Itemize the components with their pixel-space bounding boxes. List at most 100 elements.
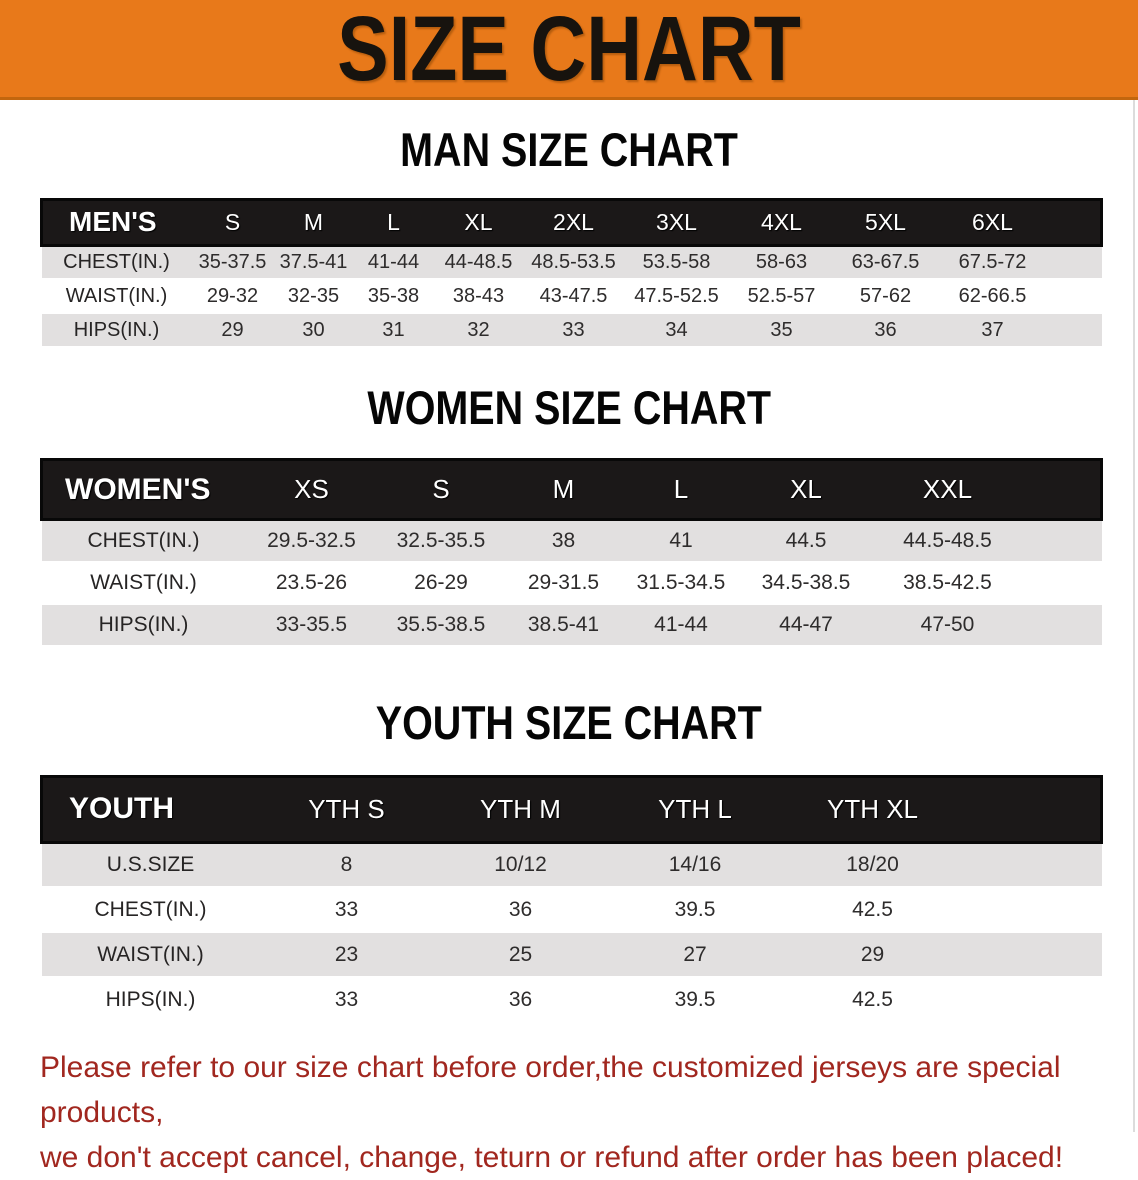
men-column-header-s: S	[224, 208, 241, 235]
youth-section-heading: YOUTH SIZE CHART	[0, 698, 1138, 747]
men-cell: 67.5-72	[958, 251, 1027, 274]
disclaimer-line-1: Please refer to our size chart before or…	[40, 1051, 1061, 1130]
women-cell-spacer	[1023, 562, 1102, 604]
youth-column-header-yth-xl: YTH XL	[826, 793, 919, 824]
men-row-chest-in: CHEST(IN.) 35-37.5 37.5-41 41-44 44-48.5 48.5…	[41, 245, 1102, 280]
women-column-header-xl: XL	[790, 474, 822, 505]
men-cell: 35-38	[367, 284, 420, 307]
men-cell: 41-44	[367, 251, 420, 274]
men-cell: 32-35	[287, 284, 340, 307]
youth-cell: 18/20	[846, 853, 899, 877]
women-row-label-waist-in: WAIST(IN.)	[90, 570, 197, 594]
women-cell: 29.5-32.5	[267, 529, 356, 553]
youth-cell: 10/12	[494, 853, 547, 877]
women-cell: 44.5	[785, 529, 827, 553]
youth-column-header-yth-m: YTH M	[480, 793, 561, 824]
men-row-waist-in: WAIST(IN.) 29-32 32-35 35-38 38-43 43-47.5 47.…	[41, 279, 1102, 314]
women-cell: 34.5-38.5	[761, 570, 851, 594]
women-row-label-hips-in: HIPS(IN.)	[98, 612, 189, 636]
men-column-header-5xl: 5XL	[865, 208, 906, 235]
youth-column-header-yth-l: YTH L	[658, 793, 732, 824]
women-column-header-s: S	[432, 474, 450, 505]
men-column-header-3xl: 3XL	[656, 208, 697, 235]
women-cell: 31.5-34.5	[636, 570, 726, 594]
women-row-label-chest-in: CHEST(IN.)	[87, 529, 200, 553]
women-cell: 29-31.5	[527, 570, 600, 594]
youth-cell-spacer	[963, 887, 1102, 932]
women-cell-spacer	[1023, 520, 1102, 562]
youth-row-label-hips-in: HIPS(IN.)	[105, 987, 196, 1011]
men-cell-spacer	[1048, 313, 1102, 347]
men-cell: 48.5-53.5	[531, 251, 616, 274]
youth-cell: 42.5	[852, 897, 893, 921]
youth-cell: 33	[334, 897, 359, 921]
youth-cell: 36	[508, 897, 533, 921]
men-heading-text: MAN SIZE CHART	[400, 123, 738, 176]
scan-edge-line	[1133, 100, 1135, 1132]
men-cell: 35-37.5	[198, 251, 267, 274]
women-cell: 38	[551, 529, 576, 553]
youth-row-label-waist-in: WAIST(IN.)	[97, 942, 204, 966]
men-corner-label: MEN'S	[69, 206, 157, 238]
men-column-header-xl: XL	[464, 208, 493, 235]
men-column-header-6xl: 6XL	[972, 208, 1013, 235]
men-column-header-m: M	[303, 208, 324, 235]
women-cell: 33-35.5	[275, 612, 348, 636]
men-cell: 31	[382, 318, 405, 341]
men-header-spacer	[1048, 199, 1102, 245]
men-cell-spacer	[1048, 279, 1102, 313]
men-cell: 34	[665, 318, 688, 341]
youth-row-label-u-s-size: U.S.SIZE	[106, 853, 195, 877]
women-corner-label: WOMEN'S	[65, 472, 211, 506]
men-row-label-chest-in: CHEST(IN.)	[63, 251, 170, 274]
men-cell: 37.5-41	[279, 251, 348, 274]
men-cell: 38-43	[452, 284, 505, 307]
men-column-header-4xl: 4XL	[761, 208, 802, 235]
youth-corner-label: YOUTH	[69, 792, 174, 826]
women-column-header-l: L	[673, 474, 689, 505]
women-cell: 35.5-38.5	[396, 612, 486, 636]
youth-cell: 36	[508, 987, 533, 1011]
men-cell: 32	[467, 318, 490, 341]
youth-cell: 39.5	[674, 987, 716, 1011]
youth-cell-spacer	[963, 932, 1102, 977]
women-cell: 32.5-35.5	[396, 529, 486, 553]
men-cell: 57-62	[859, 284, 912, 307]
women-cell: 44.5-48.5	[903, 529, 992, 553]
men-column-header-l: L	[387, 208, 400, 235]
men-header-row: MEN'S S M L XL 2XL 3XL 4XL 5XL 6XL	[41, 199, 1102, 246]
youth-cell: 27	[683, 942, 707, 966]
youth-row-u-s-size: U.S.SIZE 8 10/12 14/16 18/20	[41, 842, 1102, 888]
women-cell: 38.5-42.5	[903, 570, 992, 594]
youth-size-table: YOUTH YTH S YTH M YTH L YTH XL U.S.SIZE 8 10/12…	[40, 775, 1103, 1024]
women-cell: 41	[669, 529, 693, 553]
size-chart-banner: SIZE CHART	[0, 0, 1138, 100]
women-row-waist-in: WAIST(IN.) 23.5-26 26-29 29-31.5 31.5-34.5 34…	[41, 561, 1102, 604]
disclaimer-line-2: we don't accept cancel, change, teturn o…	[40, 1141, 1064, 1175]
women-header-row: WOMEN'S XS S M L XL XXL	[41, 459, 1102, 520]
banner-title: SIZE CHART	[337, 0, 801, 100]
youth-cell-spacer	[963, 977, 1102, 1022]
men-row-label-waist-in: WAIST(IN.)	[65, 284, 168, 307]
men-cell: 37	[981, 318, 1004, 341]
youth-cell: 23	[334, 942, 359, 966]
women-cell: 44-47	[779, 612, 833, 636]
women-section-heading: WOMEN SIZE CHART	[0, 384, 1138, 432]
men-row-hips-in: HIPS(IN.) 29 30 31 32 33 34 35 36 37	[41, 313, 1102, 348]
men-cell: 35	[770, 318, 793, 341]
men-cell: 36	[874, 318, 897, 341]
women-row-hips-in: HIPS(IN.) 33-35.5 35.5-38.5 38.5-41 41-44 44-…	[41, 603, 1102, 646]
men-cell: 29	[221, 318, 244, 341]
men-cell: 47.5-52.5	[634, 284, 719, 307]
men-cell: 53.5-58	[642, 251, 711, 274]
youth-cell-spacer	[963, 842, 1102, 887]
men-cell: 29-32	[206, 284, 259, 307]
men-cell: 43-47.5	[539, 284, 608, 307]
women-cell: 47-50	[920, 612, 975, 636]
men-size-table: MEN'S S M L XL 2XL 3XL 4XL 5XL 6XL CHEST(IN.) 35-37…	[40, 198, 1103, 349]
men-cell: 58-63	[755, 251, 808, 274]
men-cell: 30	[302, 318, 325, 341]
women-column-header-xxl: XXL	[922, 474, 973, 505]
youth-cell: 25	[508, 942, 533, 966]
women-cell-spacer	[1023, 604, 1102, 646]
